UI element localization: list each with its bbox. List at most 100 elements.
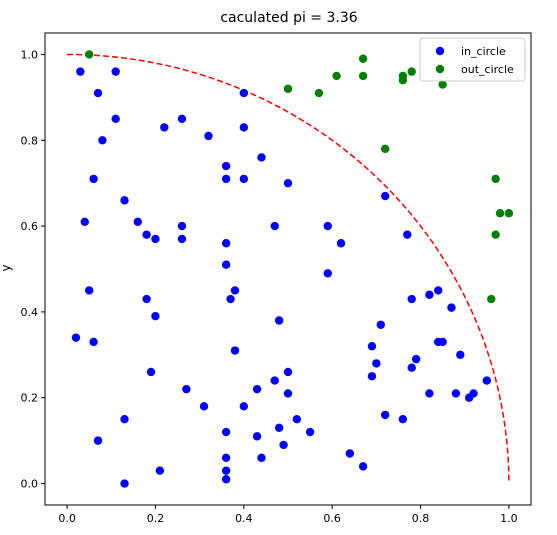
in_circle-point — [274, 423, 284, 432]
in_circle-point — [182, 384, 191, 394]
in_circle-point — [270, 221, 279, 231]
in_circle-point — [120, 196, 129, 205]
in_circle-point — [239, 88, 249, 98]
in_circle-point — [274, 316, 284, 325]
y-axis-label: y — [0, 264, 13, 271]
in_circle-point — [323, 269, 332, 278]
legend: in_circle out_circle — [419, 37, 526, 82]
legend-box — [419, 37, 526, 82]
x-tick-label: 1.0 — [500, 512, 518, 525]
in_circle-point — [257, 453, 266, 462]
in_circle-point — [252, 432, 262, 441]
out_circle-point — [381, 144, 390, 154]
in_circle-point — [425, 389, 434, 398]
out_circle-point — [358, 54, 368, 63]
x-tick-label: 0.4 — [235, 512, 253, 525]
in_circle-point — [221, 239, 231, 248]
in_circle-point — [381, 410, 390, 420]
in_circle-point — [230, 286, 240, 295]
out_circle-point — [491, 230, 500, 239]
in_circle-point — [98, 136, 107, 145]
out_circle-point — [332, 71, 341, 81]
in_circle-point — [177, 234, 187, 244]
y-tick-label: 0.6 — [21, 220, 39, 233]
axis-ticks: 0.0 0.2 0.4 0.6 0.8 1.0 0.0 0.2 0.4 0.6 0.8 1.0 — [21, 48, 518, 525]
in_circle-point — [151, 312, 160, 321]
in_circle-point — [221, 174, 231, 184]
in_circle-point — [80, 217, 89, 226]
in_circle-point — [221, 466, 231, 475]
in_circle-point — [434, 286, 443, 295]
in_circle-point — [93, 88, 103, 98]
plot-area — [67, 50, 514, 488]
in_circle-point — [199, 402, 209, 411]
in_circle-point — [239, 123, 249, 132]
in_circle-point — [204, 131, 213, 141]
plot-frame — [44, 32, 532, 506]
x-tick-label: 0.2 — [147, 512, 165, 525]
in_circle-point — [305, 427, 315, 437]
in_circle-point — [226, 294, 235, 304]
in_circle-point — [239, 402, 249, 411]
in_circle-point — [221, 260, 231, 269]
out_circle-point — [487, 294, 496, 304]
in_circle-point — [146, 367, 156, 377]
y-tick-label: 1.0 — [21, 48, 39, 61]
in_circle-point — [76, 67, 85, 76]
in_circle-point — [381, 191, 390, 201]
out_circle-point — [398, 76, 408, 85]
in_circle-point — [279, 440, 288, 450]
in_circle-point — [111, 67, 120, 76]
in_circle-point — [221, 161, 231, 171]
in_circle-point — [482, 376, 492, 385]
out_circle-point — [491, 174, 500, 184]
in_circle-point — [160, 123, 169, 132]
out_circle-point — [407, 67, 416, 76]
in_circle-point — [376, 320, 385, 329]
in_circle-point — [469, 389, 478, 398]
chart-title: caculated pi = 3.36 — [220, 10, 357, 26]
in_circle-point — [151, 234, 160, 244]
in_circle-point — [177, 114, 187, 124]
in_circle-point — [177, 221, 187, 231]
in_circle-point — [407, 363, 416, 372]
in_circle-point — [411, 354, 421, 364]
y-tick-label: 0.2 — [21, 392, 39, 405]
in_circle-point — [221, 475, 231, 484]
in_circle-point — [407, 294, 416, 304]
in_circle-point — [292, 414, 302, 424]
in_circle-point — [438, 337, 447, 347]
in_circle-point — [456, 350, 465, 360]
in_circle-point — [142, 294, 151, 304]
legend-marker-out_circle — [435, 64, 445, 74]
quarter-circle-line — [67, 53, 510, 484]
out_circle-point — [495, 209, 505, 218]
out_circle-point — [358, 71, 368, 81]
out_circle-point — [504, 209, 514, 218]
in_circle-point — [239, 174, 249, 184]
in_circle-point — [230, 346, 240, 355]
legend-label-out_circle: out_circle — [461, 63, 514, 76]
in_circle-point — [89, 337, 98, 347]
in_circle-point — [133, 217, 142, 226]
in_circle-point — [252, 384, 262, 394]
in_circle-point — [257, 153, 266, 162]
legend-marker-in_circle — [435, 46, 445, 56]
in_circle-point — [221, 453, 231, 462]
in_circle-point — [451, 389, 461, 398]
in_circle-point — [84, 286, 94, 295]
out_circle-point — [438, 80, 447, 89]
series-out_circle — [84, 50, 514, 304]
in_circle-point — [142, 230, 151, 239]
out_circle-point — [314, 88, 324, 98]
in_circle-point — [283, 367, 293, 377]
in_circle-point — [221, 427, 231, 437]
y-tick-label: 0.8 — [21, 134, 39, 147]
in_circle-point — [323, 221, 332, 231]
in_circle-point — [89, 174, 98, 184]
x-tick-label: 0.8 — [412, 512, 430, 525]
x-tick-label: 0.0 — [58, 512, 76, 525]
in_circle-point — [283, 389, 293, 398]
series-in_circle — [71, 67, 492, 488]
